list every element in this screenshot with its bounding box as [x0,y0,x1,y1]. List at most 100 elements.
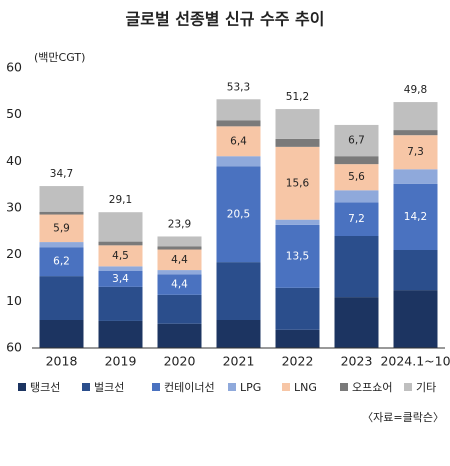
total-label: 53,3 [227,81,250,93]
data-label: 4,4 [171,279,188,291]
data-label: 7,3 [407,146,424,158]
bar-segment [157,294,202,324]
y-tick-label: 30 [6,200,22,215]
bar-segment [393,169,438,184]
x-tick-label: 2020 [164,354,196,369]
y-tick-label: 10 [6,293,22,308]
y-tick-label: 50 [6,106,22,121]
y-tick-label: 40 [6,153,22,168]
data-label: 6,4 [230,135,247,147]
legend-swatch [152,383,160,391]
bar-segment [393,250,438,291]
bar-segment [334,202,379,236]
data-label: 14,2 [404,211,427,223]
data-label: 6,7 [348,135,365,147]
bar-segment [39,320,84,348]
legend-swatch [404,383,412,391]
bar-segment [393,290,438,348]
bar-segment [98,241,143,246]
legend-label: 오프쇼어 [352,381,392,394]
bar-segment [157,246,202,250]
bar-segment [157,274,202,295]
bar-segment [334,190,379,203]
legend-label: 기타 [416,381,436,394]
legend-swatch [228,383,236,391]
y-tick-label: 60 [6,340,22,355]
bar-segment [39,214,84,243]
bar-segment [393,102,438,131]
legend-label: 컨테이너선 [164,381,215,394]
x-tick-label: 2023 [341,354,373,369]
data-label: 6,2 [53,256,70,268]
total-label: 29,1 [109,194,132,206]
legend-swatch [340,383,348,391]
data-label: 4,4 [171,254,188,266]
bar-segment [275,138,320,147]
bar-segment [98,271,143,287]
total-label: 34,7 [50,168,73,180]
bar-segment [98,245,143,267]
bar-segment [98,266,143,271]
bar-segment [216,99,261,121]
x-tick-label: 2024.1~10 [380,354,450,369]
data-label: 15,6 [286,177,310,189]
chart-title: 글로벌 선종별 신규 수주 추이 [126,10,325,29]
total-label: 49,8 [404,84,427,96]
bar-segment [157,323,202,348]
legend-label: 탱크선 [30,381,60,394]
bar-segment [216,120,261,127]
legend-label: LPG [240,381,261,394]
total-label: 51,2 [286,91,309,103]
x-tick-label: 2021 [223,354,255,369]
legend-label: LNG [294,381,317,394]
bar-segment [216,320,261,348]
bar-segment [275,329,320,348]
y-tick-label: 60 [6,60,22,75]
data-label: 13,5 [286,250,309,262]
y-tick-label: 20 [6,246,22,261]
total-label: 23,9 [168,218,191,230]
data-label: 4,5 [112,250,129,262]
bar-segment [98,286,143,321]
legend-swatch [18,383,26,391]
bar-segment [157,249,202,271]
data-label: 20,5 [227,208,250,220]
bar-segment [98,320,143,348]
bar-segment [157,270,202,275]
legend-label: 벌크선 [94,381,124,394]
data-label: 7,2 [348,213,365,225]
bar-segment [157,236,202,247]
bar-segment [275,219,320,225]
data-label: 3,4 [112,273,129,285]
data-label: 5,6 [348,171,365,183]
bar-segment [334,236,379,298]
bar-segment [334,164,379,191]
bar-segment [275,224,320,288]
y-unit-label: (백만CGT) [34,51,85,64]
bar-segment [39,247,84,277]
bar-segment [393,183,438,250]
x-tick-label: 2022 [282,354,314,369]
data-label: 5,9 [53,222,70,234]
bar-segment [216,156,261,167]
bar-segment [216,262,261,320]
bar-segment [39,211,84,215]
bar-segment [275,109,320,139]
bar-segment [216,166,261,263]
bar-segment [393,130,438,136]
bar-segment [216,126,261,157]
bar-segment [334,297,379,348]
bar-segment [275,146,320,220]
bar-segment [39,186,84,212]
bar-segment [393,135,438,170]
legend-swatch [82,383,90,391]
bar-segment [39,276,84,320]
bar-segment [39,242,84,248]
bar-segment [334,124,379,157]
legend-swatch [282,383,290,391]
source: 〈자료=클락슨〉 [362,411,444,424]
bar-segment [334,156,379,165]
x-tick-label: 2018 [46,354,78,369]
bar-segment [98,212,143,242]
